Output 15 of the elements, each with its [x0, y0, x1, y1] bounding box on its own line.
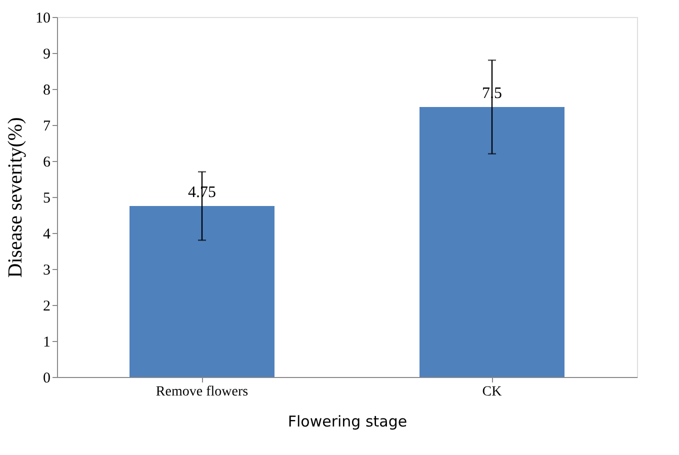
y-tick-label: 6	[43, 154, 51, 170]
x-tick-label: CK	[482, 384, 502, 400]
y-axis-title: Disease severity(%)	[4, 117, 26, 278]
y-tick-label: 3	[43, 262, 50, 278]
y-tick-label: 5	[43, 190, 50, 206]
x-axis-title: Flowering stage	[288, 412, 408, 430]
y-tick-label: 1	[43, 334, 50, 350]
y-tick-label: 9	[43, 46, 50, 62]
y-tick-label: 7	[43, 118, 51, 134]
y-tick-label: 10	[36, 10, 50, 26]
y-tick-label: 4	[43, 226, 51, 242]
y-tick-label: 2	[43, 298, 50, 314]
x-tick-label: Remove flowers	[156, 384, 248, 400]
y-tick-label: 0	[43, 370, 50, 386]
y-tick-label: 8	[43, 82, 50, 98]
